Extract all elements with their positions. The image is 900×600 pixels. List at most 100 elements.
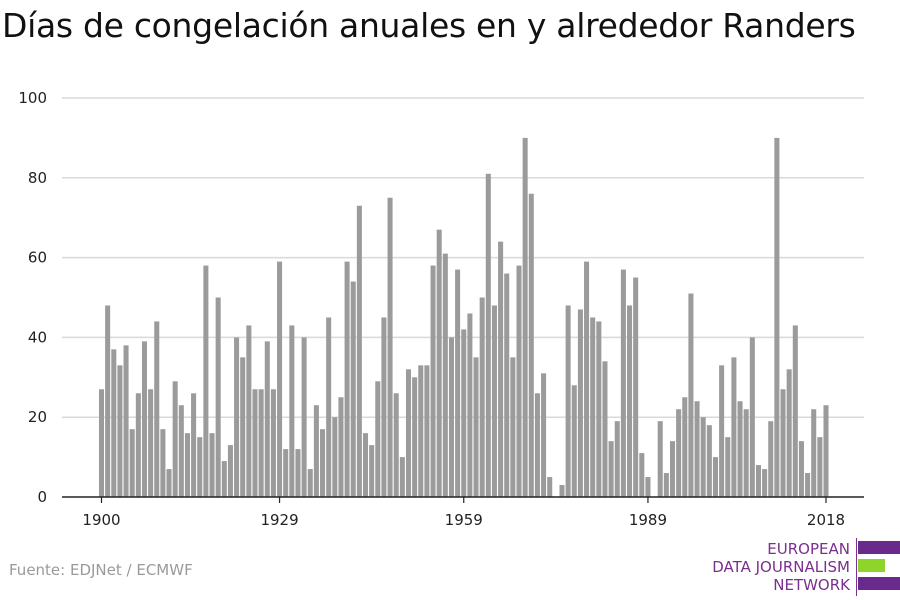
bar-1913 (178, 405, 184, 497)
bar-1938 (332, 417, 338, 497)
x-tick-label: 2018 (807, 511, 845, 529)
bar-1996 (688, 293, 694, 497)
bar-1942 (356, 205, 362, 498)
bar-2018 (823, 405, 829, 497)
bar-2006 (749, 337, 755, 497)
bar-1901 (105, 305, 111, 497)
x-tick-label: 1929 (260, 511, 298, 529)
bar-1944 (369, 445, 375, 497)
bar-2004 (737, 401, 743, 497)
bar-1965 (498, 241, 504, 497)
bar-2000 (712, 457, 718, 497)
bar-1905 (129, 429, 135, 497)
bar-1908 (148, 389, 154, 497)
bar-2005 (743, 409, 749, 497)
bar-1920 (221, 461, 227, 497)
bar-1925 (252, 389, 258, 497)
bar-1964 (491, 305, 497, 497)
bar-1959 (461, 329, 467, 497)
y-tick-label: 20 (28, 408, 47, 426)
bar-1989 (645, 477, 651, 497)
bar-1980 (590, 317, 596, 497)
bar-1984 (614, 421, 620, 497)
bar-1962 (479, 297, 485, 497)
logo-line-2: DATA JOURNALISM (712, 558, 850, 576)
source-note: Fuente: EDJNet / ECMWF (9, 561, 193, 579)
bar-1932 (295, 449, 301, 497)
bar-2003 (731, 357, 737, 497)
bar-1900 (98, 389, 105, 497)
bar-1939 (338, 397, 344, 497)
bar-1933 (301, 337, 307, 497)
bar-1904 (123, 345, 129, 497)
bar-2017 (817, 437, 823, 497)
bar-1902 (111, 349, 117, 497)
bar-1991 (657, 421, 663, 497)
x-axis: 1900 1929 1959 1989 2018 (62, 496, 864, 529)
bar-1994 (676, 409, 682, 497)
bar-1918 (209, 433, 215, 497)
bar-1940 (344, 261, 350, 497)
bar-2007 (755, 465, 761, 497)
y-tick-label: 100 (18, 89, 47, 107)
bar-1976 (565, 305, 571, 497)
logo-divider (856, 538, 857, 596)
bar-1948 (393, 393, 399, 497)
bar-1929 (277, 261, 283, 497)
x-tick-label: 1989 (629, 511, 667, 529)
bar-1956 (442, 253, 448, 497)
bar-1972 (541, 373, 547, 497)
bar-2015 (805, 473, 811, 497)
bar-1969 (522, 137, 528, 497)
bar-1943 (362, 433, 369, 497)
bar-2013 (792, 325, 798, 497)
bar-1963 (485, 173, 491, 497)
bar-1970 (528, 193, 534, 497)
bar-1934 (307, 469, 313, 497)
bar-1945 (375, 381, 381, 497)
frost-days-chart: 0 20 40 60 80 100 1900 1929 1959 1989 2018 (18, 89, 864, 529)
y-axis-ticks: 0 20 40 60 80 100 (18, 89, 47, 506)
bar-1961 (473, 357, 479, 497)
bar-1923 (240, 357, 246, 497)
bar-1928 (270, 389, 276, 497)
bar-1995 (682, 397, 688, 497)
bar-1997 (694, 401, 700, 497)
bar-1946 (381, 317, 387, 497)
bar-1977 (571, 385, 577, 497)
bar-1975 (559, 485, 565, 497)
bar-1915 (191, 393, 197, 497)
bar-1993 (669, 441, 676, 497)
bar-1937 (326, 317, 332, 497)
bar-1931 (289, 325, 295, 497)
bar-1998 (700, 417, 706, 497)
bar-1936 (320, 429, 326, 497)
bar-1966 (504, 273, 510, 497)
bar-1967 (510, 357, 516, 497)
edjnet-logo: EUROPEAN DATA JOURNALISM NETWORK (700, 538, 900, 596)
x-tick-label: 1959 (445, 511, 483, 529)
logo-purple-bar-top (858, 541, 900, 554)
logo-green-bar (858, 559, 885, 572)
bar-1953 (424, 365, 430, 497)
bar-1973 (547, 477, 553, 497)
bar-2014 (798, 441, 804, 497)
bar-2001 (719, 365, 725, 497)
bar-1906 (135, 393, 141, 497)
bar-1987 (633, 277, 639, 497)
bar-1978 (577, 309, 583, 497)
bar-1916 (197, 437, 203, 497)
bar-1909 (154, 321, 160, 497)
bar-1957 (448, 337, 454, 497)
bar-2010 (774, 137, 780, 497)
bar-1941 (350, 281, 356, 497)
bar-2012 (786, 369, 792, 497)
bar-2008 (762, 469, 768, 497)
bar-2009 (768, 421, 774, 497)
bar-1971 (534, 393, 540, 497)
bar-1927 (264, 341, 270, 497)
bar-2016 (811, 409, 817, 497)
bar-1986 (627, 305, 633, 497)
bar-1947 (387, 197, 393, 497)
bar-1949 (399, 457, 405, 497)
